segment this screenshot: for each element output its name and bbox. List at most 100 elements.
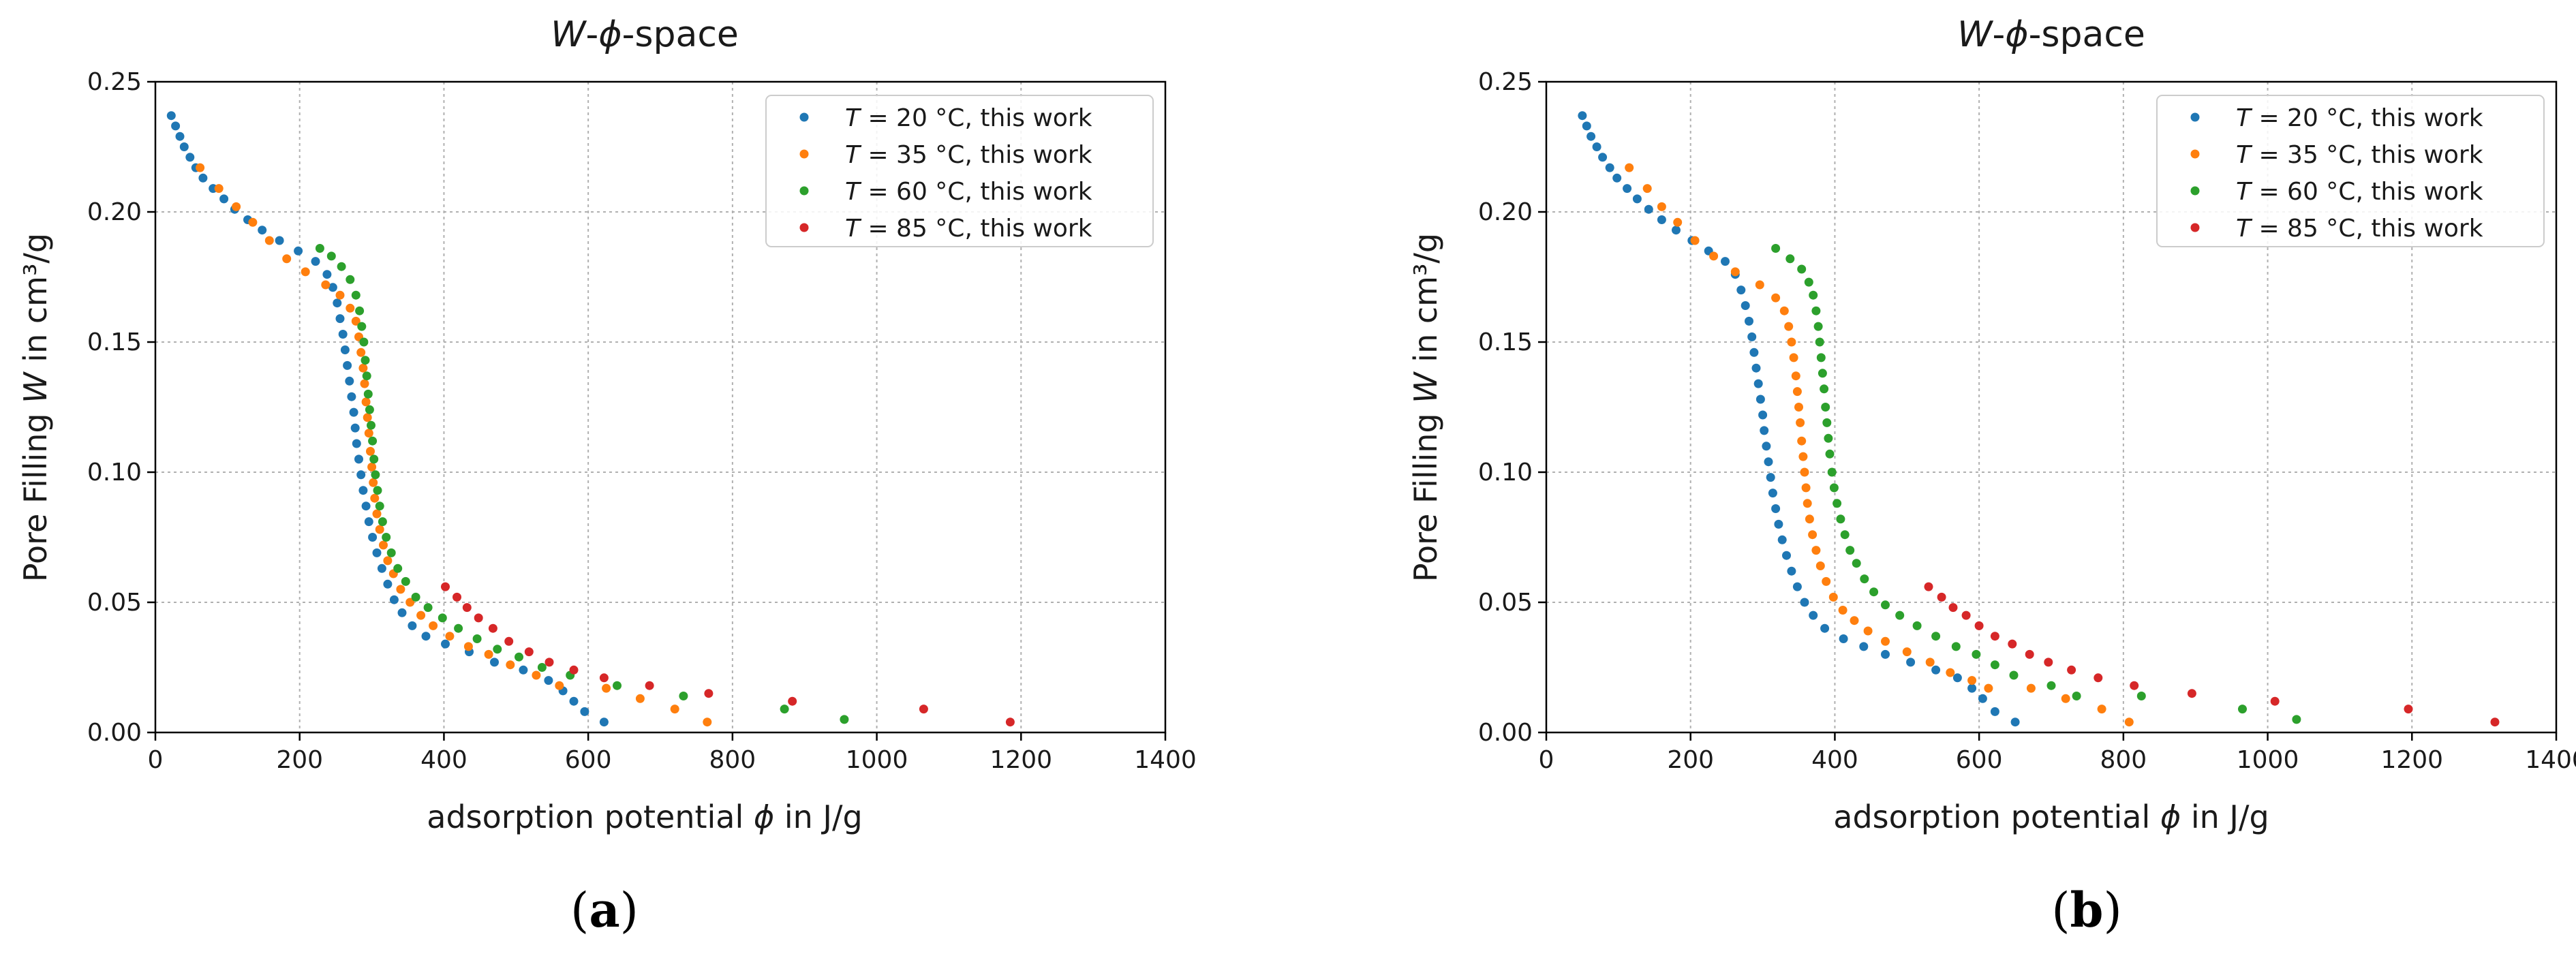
x-tick-label-b-600: 600 (1956, 746, 2003, 774)
data-point-b-s1-4 (1690, 236, 1700, 245)
data-point-b-s1-1 (1642, 184, 1652, 194)
data-point-b-s2-10 (1820, 384, 1829, 394)
data-point-b-s2-36 (2292, 715, 2301, 724)
data-point-a-s2-8 (361, 356, 370, 365)
data-point-a-s1-28 (405, 598, 415, 607)
x-tick-label-b-400: 400 (1811, 746, 1858, 774)
data-point-b-s0-43 (1931, 665, 1941, 675)
data-point-b-s2-18 (1836, 514, 1845, 524)
data-point-b-s3-0 (1924, 582, 1933, 591)
data-point-a-s1-5 (282, 254, 292, 264)
data-point-a-s0-42 (490, 658, 499, 667)
data-point-b-s1-15 (1794, 403, 1803, 412)
data-point-a-s2-6 (357, 322, 367, 331)
data-point-b-s0-39 (1839, 634, 1848, 643)
data-point-b-s2-0 (1771, 244, 1781, 253)
series-a-3 (441, 582, 1015, 727)
legend-marker-b-35 (2190, 149, 2200, 159)
data-point-a-s0-20 (340, 345, 350, 354)
y-tick-label-a-2: 0.10 (87, 459, 142, 486)
legend-label-b-35: T = 35 °C, this work (2236, 141, 2483, 169)
data-point-b-s2-27 (1931, 632, 1941, 641)
data-point-b-s0-11 (1672, 226, 1681, 235)
data-point-a-s0-4 (185, 153, 195, 162)
data-point-b-s1-18 (1798, 452, 1808, 461)
data-point-a-s0-2 (175, 132, 185, 141)
data-point-a-s2-4 (351, 290, 361, 300)
data-point-b-s0-7 (1623, 184, 1632, 194)
legend-entry-a-85: T = 85 °C, this work (799, 215, 1092, 243)
data-point-b-s2-24 (1881, 600, 1890, 610)
data-point-b-s1-30 (1863, 626, 1873, 636)
data-point-b-s2-32 (2046, 681, 2056, 690)
data-point-b-s0-10 (1657, 215, 1666, 224)
legend-label-a-60: T = 60 °C, this work (845, 178, 1092, 206)
data-point-a-s0-11 (258, 226, 267, 235)
data-point-a-s0-34 (377, 563, 386, 573)
data-point-b-s2-13 (1824, 433, 1833, 443)
data-point-a-s0-31 (364, 517, 373, 527)
data-point-a-s3-13 (919, 705, 928, 714)
data-point-b-s0-44 (1952, 673, 1962, 683)
data-point-a-s0-36 (389, 595, 399, 604)
data-point-b-s1-28 (1838, 606, 1847, 615)
data-point-b-s1-40 (2124, 717, 2134, 727)
data-point-b-s1-24 (1811, 546, 1821, 555)
data-point-a-s2-29 (515, 652, 523, 662)
data-point-a-s2-23 (411, 592, 420, 602)
legend-box-a (765, 95, 1154, 247)
data-point-a-s1-38 (635, 694, 645, 703)
data-point-a-s1-29 (416, 611, 426, 620)
legend-entry-a-35: T = 35 °C, this work (799, 141, 1092, 169)
y-tick-label-a-1: 0.05 (87, 589, 142, 617)
data-point-b-s1-13 (1791, 371, 1800, 381)
data-point-a-s0-0 (166, 111, 176, 121)
data-point-a-s2-28 (493, 645, 502, 654)
data-point-a-s3-8 (569, 665, 579, 675)
data-point-b-s0-33 (1782, 551, 1791, 560)
data-point-a-s0-47 (580, 707, 589, 716)
data-point-b-s0-9 (1644, 204, 1653, 214)
data-point-a-s1-25 (383, 556, 393, 566)
legend-marker-a-60 (799, 186, 809, 196)
data-point-b-s3-3 (1961, 611, 1971, 620)
data-point-a-s1-8 (335, 290, 345, 300)
data-point-b-s0-23 (1755, 395, 1765, 404)
data-point-b-s2-17 (1833, 499, 1842, 508)
plot-frame-a (154, 80, 1167, 734)
y-axis-label-b: Pore Filling W in cm³/g (1407, 233, 1444, 582)
x-tick-label-b-200: 200 (1667, 746, 1714, 774)
data-point-b-s2-31 (2009, 670, 2019, 680)
data-point-a-s3-1 (453, 592, 461, 602)
data-point-b-s2-29 (1972, 649, 1981, 659)
data-point-b-s0-38 (1820, 623, 1830, 633)
data-point-b-s3-12 (2187, 689, 2196, 698)
x-axis-label-a: adsorption potential ϕ in J/g (427, 799, 862, 835)
data-point-a-s3-11 (704, 689, 714, 698)
series-b-1 (1625, 163, 2134, 727)
data-point-a-s0-21 (343, 360, 352, 370)
data-point-a-s0-14 (311, 257, 320, 266)
data-point-b-s3-5 (1990, 632, 1999, 641)
x-tick-label-a-1200: 1200 (990, 746, 1052, 774)
data-point-b-s2-21 (1852, 559, 1861, 568)
data-point-b-s3-6 (2008, 639, 2017, 649)
data-point-b-s3-15 (2490, 717, 2500, 727)
data-point-b-s1-38 (2061, 694, 2070, 703)
series-a-1 (196, 163, 712, 727)
data-point-b-s1-9 (1779, 306, 1789, 315)
y-tick-label-b-0: 0.00 (1478, 719, 1533, 747)
data-point-b-s1-26 (1822, 576, 1831, 586)
legend-marker-b-60 (2190, 186, 2200, 196)
legend-entry-b-20: T = 20 °C, this work (2190, 104, 2483, 132)
data-point-b-s1-25 (1815, 561, 1825, 570)
panel-label-b: (b) (2051, 882, 2122, 938)
y-tick-label-a-0: 0.00 (87, 719, 142, 747)
data-point-a-s1-22 (372, 509, 382, 519)
data-point-b-s3-7 (2025, 649, 2034, 659)
data-point-a-s0-28 (356, 470, 366, 480)
data-point-b-s0-32 (1777, 535, 1787, 544)
data-point-b-s2-30 (1990, 660, 1999, 670)
data-point-b-s3-2 (1948, 603, 1958, 613)
data-point-b-s3-13 (2270, 696, 2280, 706)
